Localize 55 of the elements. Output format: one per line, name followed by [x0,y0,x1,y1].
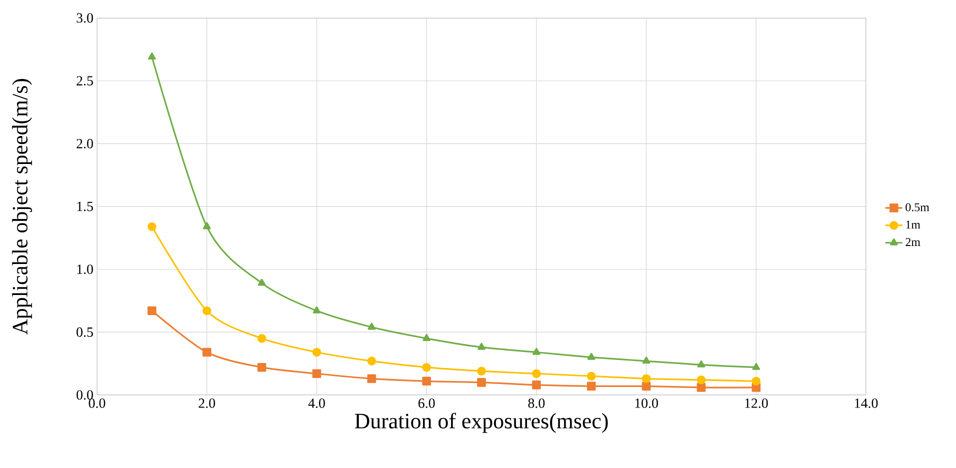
point [642,374,651,384]
point [148,52,156,60]
point [532,369,541,378]
x-tick-label: 10.0 [635,398,658,408]
point [642,382,651,391]
point [477,366,486,376]
point [257,362,266,372]
point [312,348,322,357]
point [367,374,376,384]
point [532,348,540,355]
point [257,334,266,343]
y-axis-title: Applicable object speed(m/s) [12,78,32,335]
y-tick-label: 0.5 [76,327,93,337]
y-tick-label: 2.0 [76,138,93,148]
point [752,362,760,370]
point [532,380,541,390]
point [586,382,596,391]
x-tick-label: 12.0 [745,398,768,408]
point [422,334,430,342]
point [422,376,431,386]
point [312,306,321,314]
y-tick-label: 0.0 [76,390,93,400]
point [368,322,376,330]
point [258,278,266,286]
point [477,378,486,387]
point [202,306,212,316]
point [696,383,706,392]
point [148,306,156,316]
legend-label: 0.5m [906,203,930,212]
x-axis-title: Duration of exposures(msec) [354,412,608,433]
x-tick-label: 2.0 [198,398,216,408]
point [422,362,431,372]
point [752,376,761,386]
x-tick-label: 0.0 [88,398,106,408]
point [642,356,650,364]
point [586,372,596,381]
y-tick-label: 3.0 [76,13,93,23]
point [312,369,322,378]
point [478,342,486,350]
point [367,356,376,366]
x-tick-label: 14.0 [855,398,878,408]
point [202,222,211,230]
point [202,348,212,357]
y-tick-label: 1.0 [77,264,93,274]
point [696,376,706,384]
x-tick-label: 8.0 [528,398,545,408]
legend-label: 1m [906,220,920,229]
x-tick-label: 6.0 [418,398,435,408]
point [697,360,706,368]
point [587,352,596,360]
point [148,222,156,231]
legend-label: 2m [906,238,920,246]
x-tick-label: 4.0 [308,398,325,408]
y-tick-label: 1.5 [77,202,93,212]
y-tick-label: 2.5 [76,76,93,86]
